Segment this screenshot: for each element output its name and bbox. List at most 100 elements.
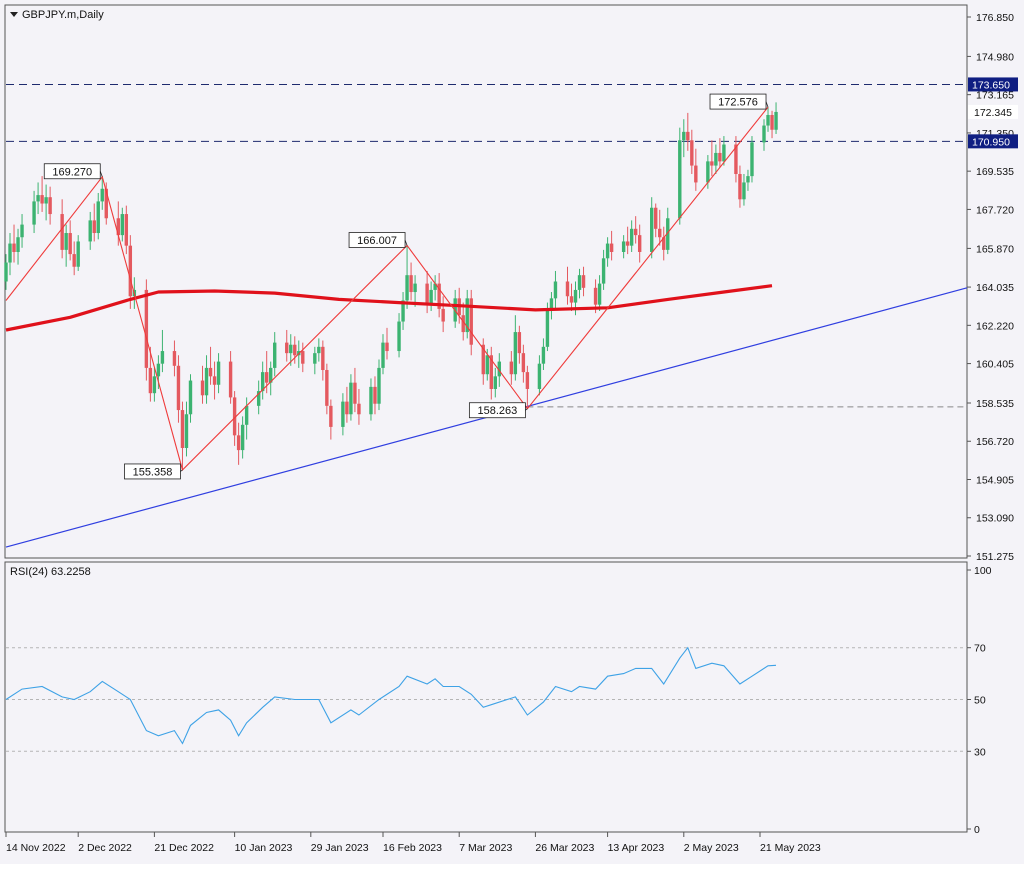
candle-body [678, 140, 682, 219]
time-tick-label: 2 Dec 2022 [78, 842, 132, 854]
candle-body [100, 188, 104, 202]
price-tick-label: 153.090 [976, 513, 1014, 525]
candle-body [409, 275, 413, 293]
candle-body [76, 241, 80, 267]
candle-body [537, 363, 542, 389]
candle-body [156, 363, 161, 377]
candle-body [637, 235, 642, 252]
candle-body [662, 237, 666, 250]
candle-body [485, 355, 489, 375]
candle-body [497, 361, 502, 377]
candle-body [60, 214, 64, 250]
candle-body [232, 397, 237, 436]
candle-body [397, 321, 401, 352]
candle-body [96, 201, 100, 234]
candle-body [650, 207, 654, 252]
candle-body [401, 300, 405, 322]
time-tick-label: 13 Apr 2023 [608, 842, 665, 854]
candle-body [573, 289, 578, 303]
price-tick-label: 158.535 [976, 398, 1014, 410]
candle-body [236, 435, 241, 451]
candle-body [12, 243, 16, 252]
candle-body [68, 233, 72, 255]
time-tick-label: 16 Feb 2023 [383, 842, 442, 854]
rsi-layer [5, 646, 967, 752]
candle-body [160, 351, 165, 364]
swing-label-text: 166.007 [357, 235, 397, 247]
candle-body [654, 207, 658, 229]
candle-body [64, 233, 68, 250]
candle-body [577, 275, 582, 290]
rsi-tick-label: 50 [974, 695, 986, 707]
candle-body [120, 214, 125, 236]
rsi-line [5, 646, 777, 745]
candle-body [710, 161, 714, 166]
candle-body [212, 376, 217, 385]
candle-body [762, 125, 766, 143]
candle-body [766, 115, 770, 126]
zigzag-line [5, 106, 769, 471]
horizontal-levels [6, 83, 967, 408]
candle-body [325, 370, 329, 406]
candle-body [385, 342, 389, 352]
price-axis: 176.850174.980173.165171.350169.535167.7… [967, 12, 1018, 563]
candle-body [48, 197, 52, 215]
candle-body [88, 220, 92, 242]
candle-body [437, 283, 441, 309]
candle-body [256, 391, 261, 406]
candle-body [718, 152, 722, 162]
candle-body [734, 144, 738, 175]
candle-body [666, 218, 670, 250]
candle-body [313, 353, 317, 364]
candle-body [148, 367, 153, 394]
candle-body [513, 332, 518, 375]
candle-body [289, 344, 293, 354]
candle-body [301, 351, 305, 364]
candle-body [465, 298, 469, 333]
candle-body [605, 243, 610, 259]
candle-body [345, 401, 349, 415]
candle-body [293, 344, 297, 356]
candle-body [244, 405, 249, 425]
candle-body [742, 182, 746, 200]
candle-body [405, 275, 409, 301]
candle-body [20, 224, 24, 238]
time-tick-label: 14 Nov 2022 [6, 842, 66, 854]
price-tick-label: 162.220 [976, 320, 1014, 332]
price-pane-frame [4, 4, 968, 559]
candle-body [549, 298, 554, 311]
candle-body [429, 289, 433, 305]
candle-body [774, 111, 778, 130]
candle-body [658, 228, 662, 238]
swing-label-leader [180, 469, 183, 472]
time-tick-label: 7 Mar 2023 [459, 842, 512, 854]
candle-body [738, 174, 742, 200]
candle-body [216, 361, 221, 385]
rsi-tick-label: 30 [974, 746, 986, 758]
level-price-box [968, 77, 1018, 92]
swing-labels-layer: 169.270 155.358 166.007 158.263 172.576 [43, 93, 769, 480]
candle-body [597, 283, 602, 305]
candle-body [321, 346, 325, 371]
swing-label-text: 172.576 [718, 97, 758, 109]
candle-body [722, 144, 726, 162]
candle-body [104, 188, 108, 219]
price-tick-label: 173.165 [976, 90, 1014, 102]
candle-body [469, 298, 473, 345]
candle-body [750, 142, 754, 177]
candle-body [413, 283, 417, 293]
triangle-down-icon[interactable] [10, 12, 18, 17]
candles-layer [4, 102, 778, 470]
rsi-axis: 100 70 50 30 0 [967, 565, 992, 836]
price-tick-label: 174.980 [976, 51, 1014, 63]
candle-body [208, 367, 213, 377]
candle-body [581, 275, 586, 288]
candle-body [425, 283, 429, 305]
swing-label-text: 155.358 [133, 466, 173, 478]
candle-body [152, 376, 157, 394]
candle-body [36, 195, 40, 202]
candle-body [269, 367, 273, 383]
candle-body [260, 372, 265, 392]
candle-body [517, 332, 522, 354]
